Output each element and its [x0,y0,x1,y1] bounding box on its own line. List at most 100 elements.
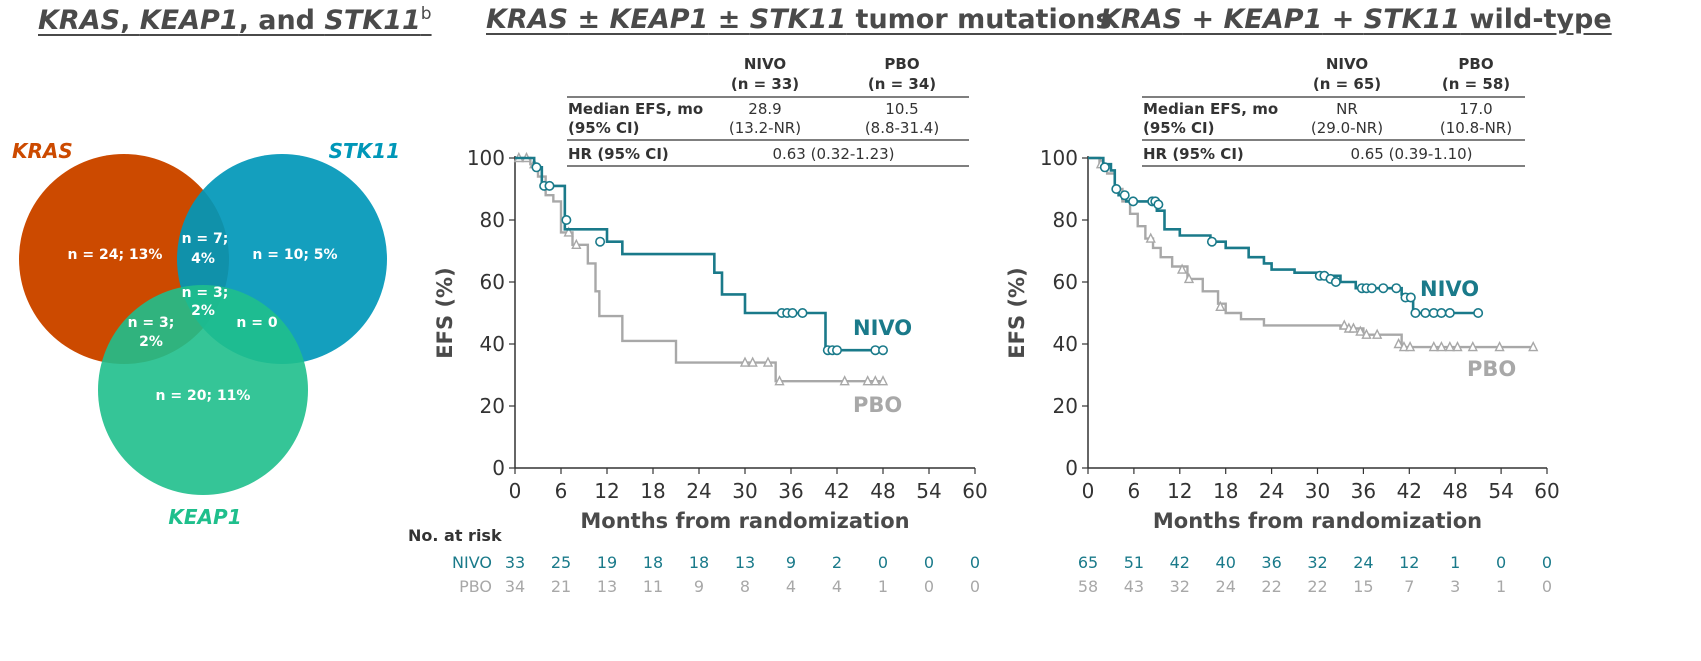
risk-count-pbo: 1 [1496,577,1506,596]
x-tick-label: 36 [778,479,803,503]
nivo-series-label: NIVO [853,316,912,340]
nivo-censor-mark [1436,307,1447,318]
table-ci-label: (95% CI) [568,119,639,137]
y-tick-label: 20 [1053,394,1078,418]
pbo-censor-mark [1404,341,1416,352]
risk-count-nivo: 36 [1261,553,1281,572]
risk-count-nivo: 51 [1124,553,1144,572]
y-tick-label: 0 [1065,456,1078,480]
risk-count-nivo: 33 [505,553,525,572]
table-median-nivo: 28.9 [748,100,781,118]
pbo-censor-mark [774,375,785,386]
risk-label-pbo: PBO [459,577,492,596]
nivo-censor-mark [1391,283,1402,294]
table-header-pbo: PBO [884,55,919,73]
nivo-series-label: NIVO [1420,277,1479,301]
nivo-censor-mark [1444,307,1455,318]
pbo-censor-mark [1145,232,1156,243]
pbo-censor-mark [1494,341,1505,352]
pbo-censor-mark [571,238,582,249]
risk-count-nivo: 9 [786,553,796,572]
nivo-censor-mark [797,307,808,318]
y-tick-label: 80 [480,208,505,232]
pbo-censor-mark [862,375,873,386]
risk-count-pbo: 0 [1542,577,1552,596]
nivo-censor-mark [1378,283,1389,294]
nivo-censor-mark [1366,283,1377,294]
nivo-censor-mark [1405,292,1416,303]
pbo-series-label: PBO [853,393,902,417]
risk-count-nivo: 40 [1216,553,1236,572]
nivo-censor-mark [531,162,542,173]
risk-count-pbo: 58 [1078,577,1098,596]
km2-title: KRAS + KEAP1 + STK11 wild-type [1100,4,1612,35]
x-tick-label: 0 [1082,479,1095,503]
nivo-censor-mark [1330,276,1341,287]
y-tick-label: 80 [1053,208,1078,232]
risk-count-nivo: 0 [970,553,980,572]
x-tick-label: 18 [640,479,665,503]
x-tick-label: 42 [1397,479,1422,503]
nivo-censor-mark [1128,196,1139,207]
risk-count-pbo: 43 [1124,577,1144,596]
x-tick-label: 12 [594,479,619,503]
risk-count-pbo: 7 [1404,577,1414,596]
table-ci-pbo: (10.8-NR) [1440,119,1512,137]
venn-kras-stk11-b: 4% [191,251,215,267]
table-median-label: Median EFS, mo [568,100,703,118]
pbo-censor-mark [1393,337,1404,349]
risk-count-pbo: 4 [786,577,796,596]
pbo-censor-mark [1183,272,1195,284]
nivo-censor-mark [1111,184,1122,195]
nivo-censor-mark [787,307,798,318]
pbo-censor-mark [1452,341,1463,352]
x-axis-title: Months from randomization [580,509,909,533]
nivo-censor-mark [1099,162,1110,173]
table-n-nivo: (n = 33) [731,75,799,93]
risk-count-pbo: 22 [1307,577,1327,596]
risk-count-nivo: 18 [643,553,663,572]
table-ci-pbo: (8.8-31.4) [865,119,939,137]
table-header-pbo: PBO [1458,55,1493,73]
nivo-censor-mark [831,345,842,356]
risk-count-pbo: 8 [740,577,750,596]
risk-count-nivo: 42 [1170,553,1190,572]
pbo-censor-mark [1176,263,1188,274]
y-tick-label: 20 [480,394,505,418]
table-header-nivo: NIVO [1326,55,1368,73]
venn-all3-a: n = 3; [182,285,229,301]
nivo-censor-mark [877,345,888,356]
table-n-nivo: (n = 65) [1313,75,1381,93]
pbo-series-label: PBO [1467,357,1516,381]
risk-count-nivo: 19 [597,553,617,572]
pbo-censor-mark [1528,341,1539,352]
nivo-censor-mark [595,236,606,247]
pbo-censor-mark [1348,322,1359,333]
nivo-censor-mark [561,215,572,226]
risk-count-pbo: 13 [597,577,617,596]
pbo-censor-mark [877,375,889,386]
pbo-censor-mark [1436,341,1447,352]
risk-count-nivo: 65 [1078,553,1098,572]
y-tick-label: 60 [480,270,505,294]
y-tick-label: 0 [492,456,505,480]
table-median-pbo: 10.5 [885,100,918,118]
risk-count-nivo: 0 [878,553,888,572]
pbo-censor-mark [762,356,774,367]
y-tick-label: 40 [1053,332,1078,356]
table-ci-nivo: (29.0-NR) [1311,119,1383,137]
risk-count-nivo: 18 [689,553,709,572]
risk-count-nivo: 24 [1353,553,1373,572]
pbo-censor-mark [1372,328,1383,339]
x-tick-label: 24 [1259,479,1284,503]
table-ci-label: (95% CI) [1143,119,1214,137]
x-tick-label: 18 [1213,479,1238,503]
risk-count-pbo: 15 [1353,577,1373,596]
risk-count-pbo: 0 [970,577,980,596]
table-ci-nivo: (13.2-NR) [729,119,801,137]
venn-kras-keap1-a: n = 3; [128,315,175,331]
pbo-curve [1088,156,1532,349]
stk11-label: STK11 [329,139,400,163]
